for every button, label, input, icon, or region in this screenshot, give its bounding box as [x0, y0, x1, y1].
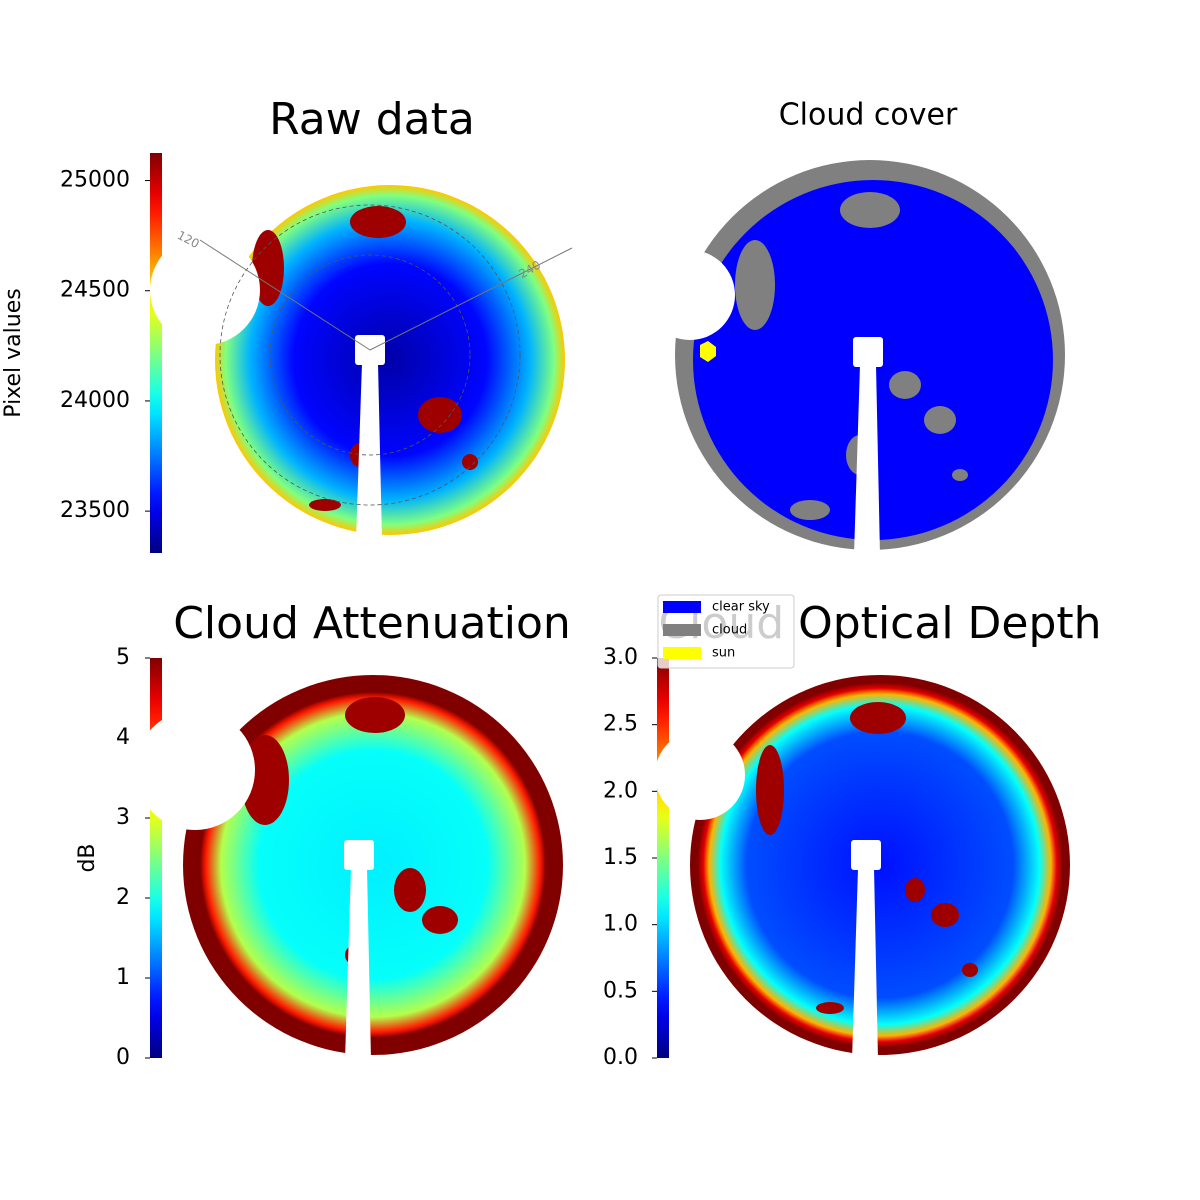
- colorbar-label: Pixel values: [1, 288, 26, 417]
- polar-grid: [219, 204, 521, 506]
- colorbar: [150, 153, 162, 553]
- legend-label: cloud: [712, 623, 747, 638]
- colorbar-tick-label: 0: [116, 1045, 130, 1070]
- legend-swatch: [663, 647, 701, 659]
- horizon-mask: [135, 710, 255, 830]
- sky-image: [135, 675, 563, 1060]
- legend-label: clear sky: [712, 600, 770, 615]
- polar-grid: [369, 247, 573, 351]
- colorbar-label: dB: [75, 843, 100, 872]
- colorbar-tick-label: 24000: [60, 388, 130, 413]
- sky-image: [645, 160, 1065, 555]
- cloud-patch: [962, 963, 978, 977]
- sun: [700, 341, 716, 362]
- colorbar-tick-label: 0.5: [603, 978, 638, 1003]
- legend-label: sun: [712, 646, 735, 661]
- cloud-patch: [840, 192, 900, 228]
- polar-grid: [199, 239, 371, 351]
- mast-top: [853, 337, 883, 367]
- legend: clear sky cloud sun: [657, 594, 795, 669]
- polar-grid: [269, 254, 471, 456]
- colorbar-tick-label: 2: [116, 885, 130, 910]
- horizon-mask: [645, 250, 735, 340]
- cloud-patch: [418, 397, 462, 433]
- panel-title: Cloud cover: [779, 98, 958, 133]
- colorbar-tick-label: 4: [116, 725, 130, 750]
- colorbar-tick-label: 24500: [60, 278, 130, 303]
- colorbar-tick-label: 1.0: [603, 912, 638, 937]
- cloud-patch: [850, 702, 906, 734]
- mast: [356, 363, 382, 540]
- legend-swatch: [663, 624, 701, 636]
- horizon-mask: [150, 235, 260, 345]
- colorbar: [657, 658, 669, 1058]
- mast: [345, 868, 371, 1060]
- mast-top: [851, 840, 881, 870]
- cloud-patch: [790, 500, 830, 520]
- cloud-patch: [394, 868, 426, 912]
- colorbar-tick-label: 3: [116, 805, 130, 830]
- colorbar-tick-label: 5: [116, 645, 130, 670]
- colorbar-tick-label: 3.0: [603, 645, 638, 670]
- colorbar-tick-label: 2.0: [603, 778, 638, 803]
- mast: [852, 868, 878, 1060]
- legend-swatch: [663, 601, 701, 613]
- colorbar-tick-label: 0.0: [603, 1045, 638, 1070]
- cloud-patch: [905, 878, 925, 902]
- cloud-patch: [924, 406, 956, 434]
- panel-title: Cloud Attenuation: [173, 598, 571, 649]
- cloud-patch: [462, 454, 478, 470]
- cloud-patch: [309, 499, 341, 511]
- cloud-patch: [889, 371, 921, 399]
- horizon-mask: [655, 730, 745, 820]
- cloud-patch: [422, 906, 458, 934]
- colorbar-tick-label: 2.5: [603, 712, 638, 737]
- cloud-patch: [350, 206, 406, 238]
- panel-title: Raw data: [269, 94, 475, 145]
- sky-disk: [215, 185, 565, 535]
- cloud-patch: [931, 903, 959, 927]
- cloud-patch: [952, 469, 968, 481]
- cloud-patch: [816, 1002, 844, 1014]
- cloud-patch: [735, 240, 775, 330]
- cloud-patch: [345, 697, 405, 733]
- cloud-patch: [252, 230, 284, 306]
- colorbar: [150, 658, 162, 1058]
- colorbar-tick-label: 1: [116, 965, 130, 990]
- sky-image: [655, 675, 1070, 1060]
- mast-top: [344, 840, 374, 870]
- colorbar-tick-label: 25000: [60, 168, 130, 193]
- mast: [854, 365, 880, 555]
- colorbar-tick-label: 1.5: [603, 845, 638, 870]
- cloud-patch: [756, 745, 784, 835]
- colorbar-tick-label: 23500: [60, 498, 130, 523]
